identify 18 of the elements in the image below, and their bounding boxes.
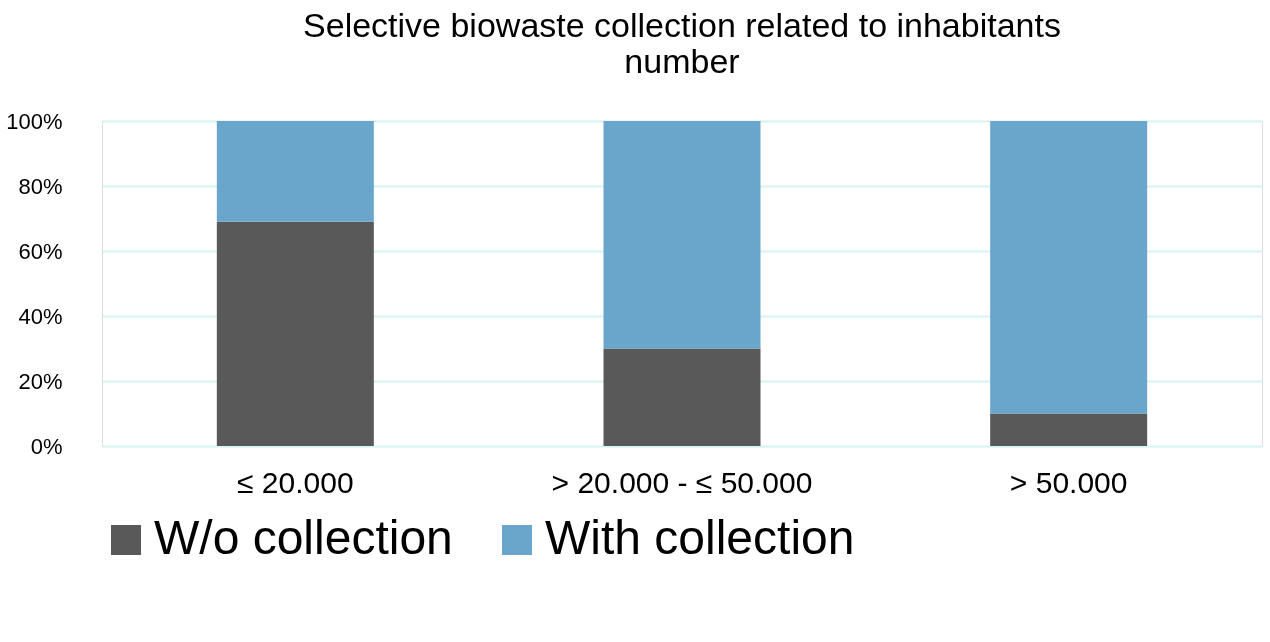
x-tick-label: > 50.000 bbox=[1009, 465, 1128, 499]
y-tick-label: 20% bbox=[18, 368, 63, 394]
bar bbox=[603, 348, 761, 446]
legend-label: With collection bbox=[545, 511, 855, 564]
bar bbox=[216, 221, 374, 446]
bar bbox=[990, 121, 1148, 414]
y-tick-label: 100% bbox=[6, 108, 63, 134]
x-tick-label: ≤ 20.000 bbox=[237, 465, 354, 499]
y-tick-label: 0% bbox=[30, 433, 63, 459]
bar bbox=[603, 121, 761, 349]
x-tick-label: > 20.000 - ≤ 50.000 bbox=[551, 465, 813, 499]
bar bbox=[990, 413, 1148, 446]
chart-title: Selective biowaste collection related to inhabitants number bbox=[303, 6, 1061, 80]
legend-label: W/o collection bbox=[154, 511, 453, 564]
bar bbox=[216, 121, 374, 222]
y-tick-label: 40% bbox=[18, 303, 63, 329]
y-tick-label: 60% bbox=[18, 238, 63, 264]
y-tick-label: 80% bbox=[18, 173, 63, 199]
